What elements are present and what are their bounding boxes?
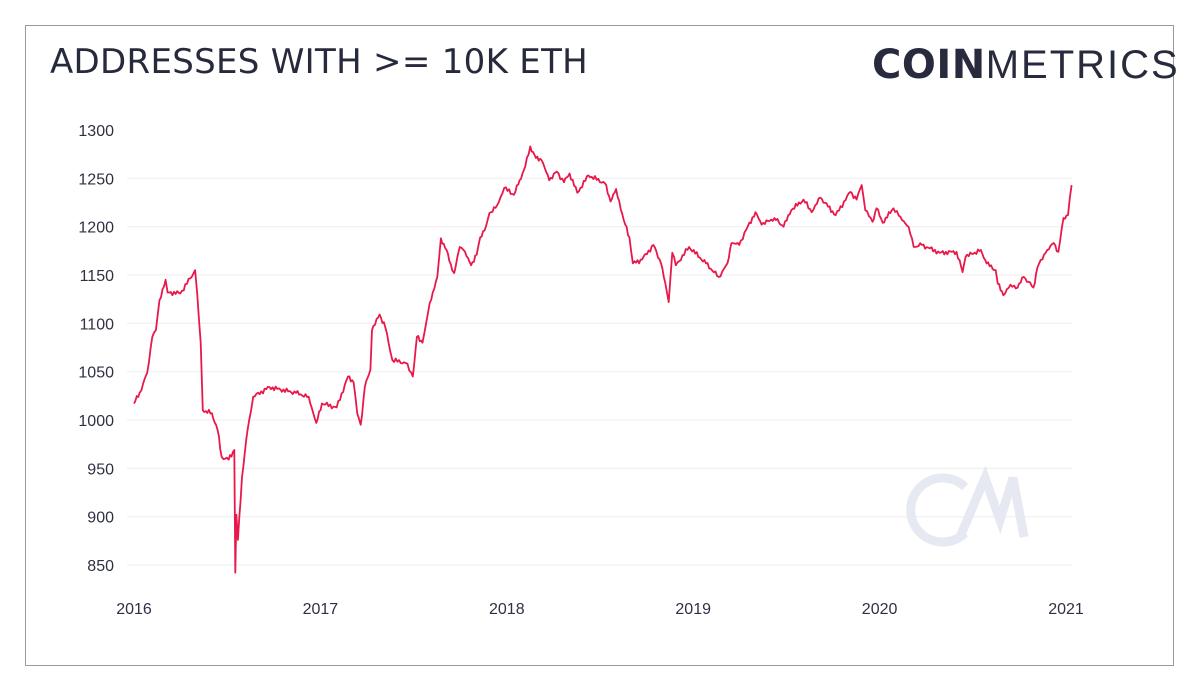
cm-watermark-icon: [906, 465, 1029, 547]
gridlines: [127, 177, 1072, 566]
x-tick-label: 2017: [303, 601, 339, 618]
logo-bold-text: COIN: [872, 42, 986, 88]
y-tick-label: 1150: [80, 268, 115, 285]
y-tick-label: 1050: [78, 365, 114, 382]
x-tick-label: 2020: [862, 601, 898, 618]
logo-light-text: METRICS: [985, 43, 1180, 87]
y-tick-label: 1200: [78, 220, 114, 237]
y-tick-label: 900: [87, 510, 114, 527]
y-tick-label: 1000: [78, 413, 114, 430]
y-tick-label: 850: [87, 558, 114, 575]
y-axis-ticks: 850 900 950 1000 1050 1100 1150 1200 1250 1300: [78, 123, 114, 575]
chart-title: ADDRESSES WITH >= 10K ETH: [50, 42, 589, 82]
y-tick-label: 1250: [78, 171, 114, 188]
chart-frame: [25, 25, 1174, 666]
y-tick-label: 950: [87, 461, 114, 478]
x-tick-label: 2021: [1048, 601, 1084, 618]
x-tick-label: 2019: [675, 601, 711, 618]
coinmetrics-logo: COINMETRICS: [872, 42, 1180, 88]
y-tick-label: 1100: [80, 316, 115, 333]
x-axis-ticks: 2016 2017 2018 2019 2020 2021: [116, 601, 1084, 618]
x-tick-label: 2016: [116, 601, 152, 618]
x-tick-label: 2018: [489, 601, 525, 618]
y-tick-label: 1300: [78, 123, 114, 140]
series-line: [133, 145, 1073, 574]
